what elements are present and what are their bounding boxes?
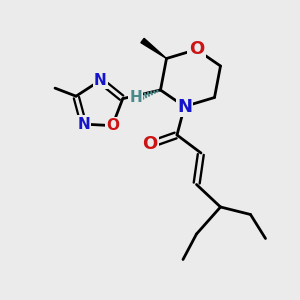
Text: H: H	[130, 90, 142, 105]
Polygon shape	[141, 38, 167, 58]
Text: O: O	[142, 135, 158, 153]
Text: O: O	[106, 118, 119, 133]
Text: N: N	[94, 73, 107, 88]
Text: N: N	[77, 117, 90, 132]
Text: N: N	[177, 98, 192, 116]
Text: O: O	[189, 40, 204, 58]
